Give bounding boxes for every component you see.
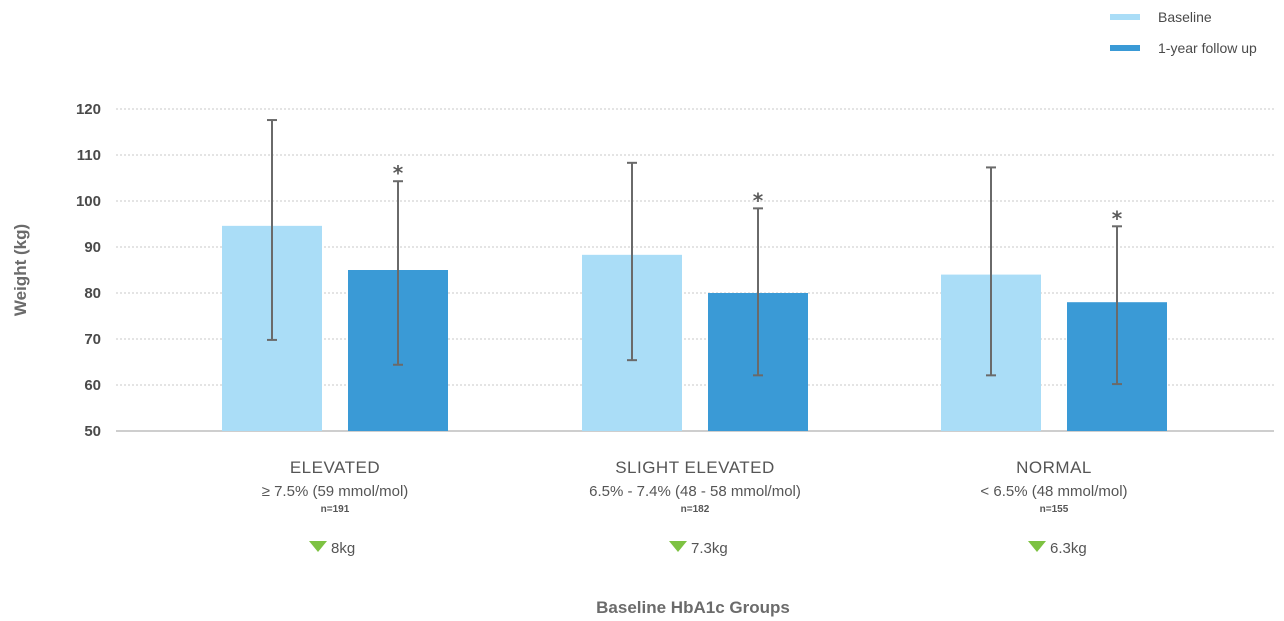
down-triangle-icon <box>1028 541 1046 552</box>
category-n-label: n=155 <box>1040 504 1069 515</box>
x-axis-label: Baseline HbA1c Groups <box>596 598 790 617</box>
category-label: NORMAL <box>1016 458 1092 477</box>
significance-marker: * <box>753 188 764 212</box>
y-tick-label: 50 <box>84 423 101 440</box>
category-label: ELEVATED <box>290 458 380 477</box>
category-range-label: 6.5% - 7.4% (48 - 58 mmol/mol) <box>589 483 801 500</box>
y-tick-label: 80 <box>84 285 101 302</box>
significance-marker: * <box>1112 206 1123 230</box>
legend-swatch-followup <box>1110 45 1140 51</box>
y-axis-label: Weight (kg) <box>11 224 30 316</box>
category-range-label: < 6.5% (48 mmol/mol) <box>980 483 1127 500</box>
y-tick-label: 70 <box>84 331 101 348</box>
down-triangle-icon <box>309 541 327 552</box>
down-triangle-icon <box>669 541 687 552</box>
y-tick-label: 100 <box>76 193 101 210</box>
legend-swatch-baseline <box>1110 14 1140 20</box>
category-label: SLIGHT ELEVATED <box>615 458 775 477</box>
weight-change-label: 6.3kg <box>1050 540 1087 557</box>
y-tick-label: 120 <box>76 101 101 118</box>
category-n-label: n=191 <box>321 504 350 515</box>
y-tick-label: 110 <box>77 147 101 164</box>
category-range-label: ≥ 7.5% (59 mmol/mol) <box>262 483 409 500</box>
category-n-label: n=182 <box>681 504 710 515</box>
legend-label-followup: 1-year follow up <box>1158 40 1257 56</box>
legend-label-baseline: Baseline <box>1158 9 1212 25</box>
y-tick-label: 60 <box>84 377 101 394</box>
weight-change-label: 7.3kg <box>691 540 728 557</box>
weight-change-label: 8kg <box>331 540 355 557</box>
y-tick-label: 90 <box>84 239 101 256</box>
significance-marker: * <box>393 161 404 185</box>
